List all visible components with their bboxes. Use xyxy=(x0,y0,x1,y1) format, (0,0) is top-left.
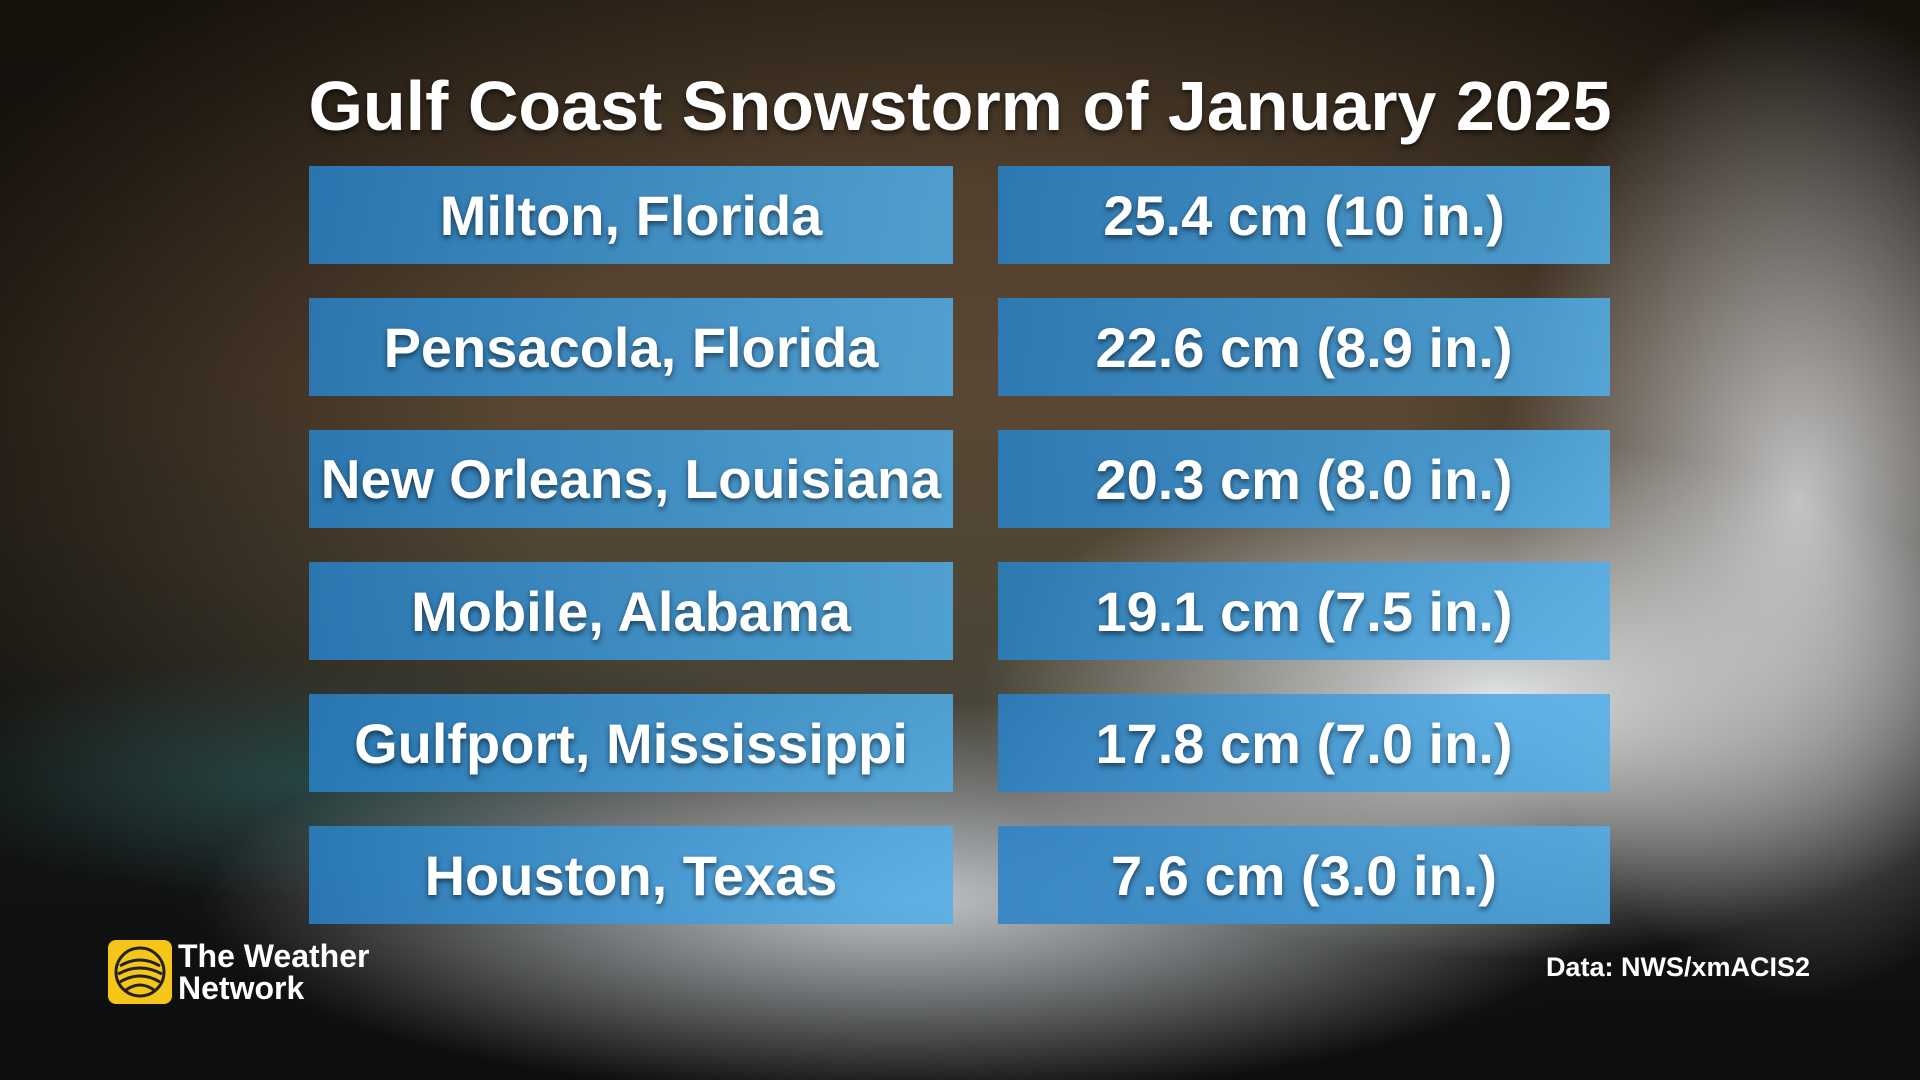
cell-text: Mobile, Alabama xyxy=(411,579,851,643)
location-cell: Mobile, Alabama xyxy=(309,562,953,660)
cell-text: Milton, Florida xyxy=(439,183,823,247)
logo-line: The Weather xyxy=(178,938,370,974)
cell-text: 22.6 cm (8.9 in.) xyxy=(1095,315,1513,379)
cell-text: 25.4 cm (10 in.) xyxy=(1103,183,1505,247)
source: Data: NWS/xmACIS2 xyxy=(1545,952,1810,982)
title: Gulf Coast Snowstorm of January 2025 xyxy=(308,67,1612,145)
cell-text: 19.1 cm (7.5 in.) xyxy=(1095,579,1513,643)
cell-text: 17.8 cm (7.0 in.) xyxy=(1095,711,1513,775)
cell-text: 7.6 cm (3.0 in.) xyxy=(1111,843,1497,907)
location-cell: New Orleans, Louisiana xyxy=(309,430,953,528)
cell-text: 20.3 cm (8.0 in.) xyxy=(1095,447,1513,511)
location-cell: Pensacola, Florida xyxy=(309,298,953,396)
logo-text: The Weather Network xyxy=(178,940,369,1004)
location-cell: Houston, Texas xyxy=(309,826,953,924)
cell-text: New Orleans, Louisiana xyxy=(320,448,942,510)
logo-line: Network xyxy=(178,970,305,1006)
cell-text: Houston, Texas xyxy=(424,843,838,907)
snowfall-cell: 20.3 cm (8.0 in.) xyxy=(998,430,1610,528)
location-cell: Gulfport, Mississippi xyxy=(309,694,953,792)
cell-text: Pensacola, Florida xyxy=(383,315,879,379)
snowfall-cell: 19.1 cm (7.5 in.) xyxy=(998,562,1610,660)
cell-text: Gulfport, Mississippi xyxy=(354,711,908,775)
logo-icon xyxy=(108,940,172,1004)
snowfall-cell: 17.8 cm (7.0 in.) xyxy=(998,694,1610,792)
snowfall-cell: 25.4 cm (10 in.) xyxy=(998,166,1610,264)
location-cell: Milton, Florida xyxy=(309,166,953,264)
snowfall-cell: 7.6 cm (3.0 in.) xyxy=(998,826,1610,924)
snowfall-cell: 22.6 cm (8.9 in.) xyxy=(998,298,1610,396)
